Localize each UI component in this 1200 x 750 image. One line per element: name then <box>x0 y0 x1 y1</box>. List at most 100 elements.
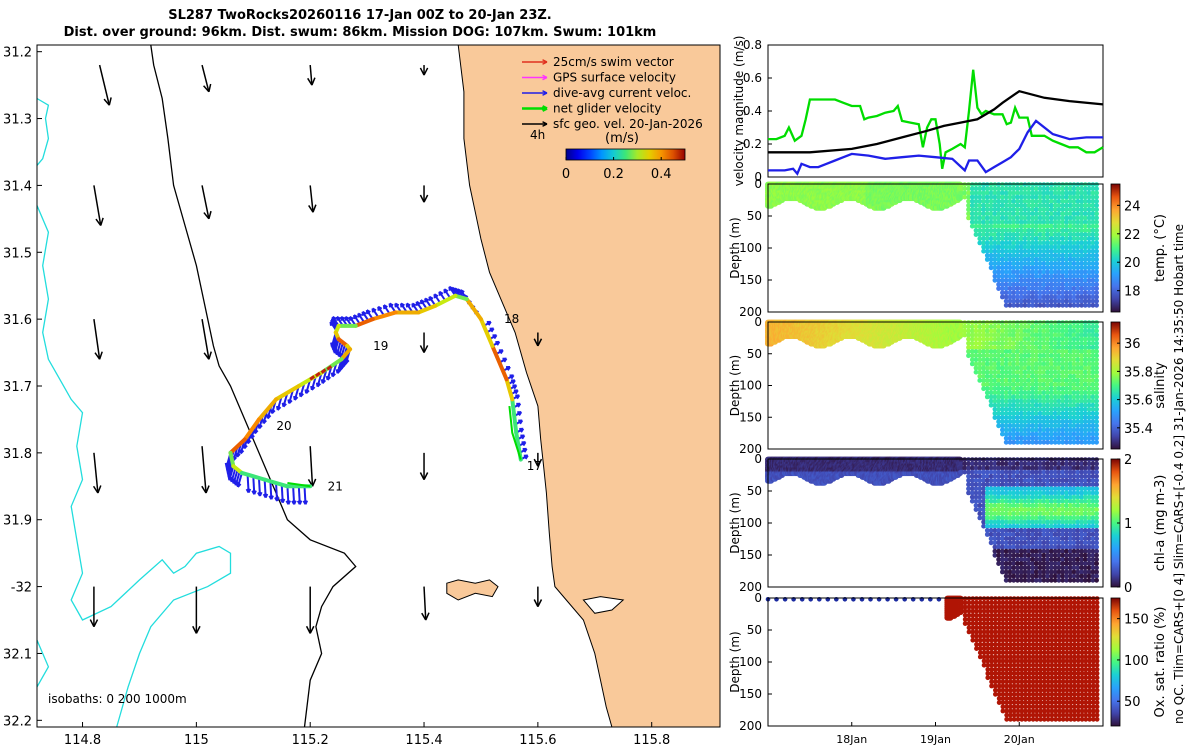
map-y-tick-label: 31.4 <box>3 179 32 194</box>
track-segment <box>370 310 398 322</box>
sfc-vel-arrow-head <box>94 351 103 360</box>
dive-avg-arrow-head <box>515 394 521 400</box>
isobath-200m <box>150 44 357 728</box>
section-colorbar-tick-label: 20 <box>1124 256 1141 271</box>
dive-avg-arrow-head <box>325 375 332 381</box>
dive-avg-arrow-head <box>495 340 501 346</box>
track-segment <box>478 317 495 348</box>
sfc-vel-arrow-head <box>419 194 429 203</box>
sfc-vel-arrow <box>423 586 427 621</box>
track-segment <box>256 397 279 422</box>
sfc-vel-arrow-head <box>103 97 112 106</box>
sfc-vel-arrow-head <box>203 83 212 93</box>
track-segment <box>228 450 236 469</box>
track-segment <box>353 317 375 328</box>
legend-label: 25cm/s swim vector <box>553 55 674 69</box>
swim-vector <box>320 368 327 374</box>
dive-avg-arrow <box>286 486 290 505</box>
day-label: 20 <box>276 419 291 433</box>
dive-avg-arrow-head <box>510 379 516 385</box>
isobath-label: isobaths: 0 200 1000m <box>48 692 187 706</box>
section-point <box>1094 228 1099 233</box>
section-point <box>1094 282 1099 287</box>
isobath-1000m <box>36 205 232 728</box>
day-label: 21 <box>328 479 343 493</box>
section-point <box>1094 302 1099 308</box>
section-point <box>1094 203 1099 208</box>
dive-avg-arrow-head <box>411 302 417 308</box>
velocity-y-label: velocity magnitude (m/s) <box>732 36 746 187</box>
dive-avg-arrow-head <box>291 500 297 505</box>
dive-avg-arrow-head <box>293 395 299 401</box>
sfc-vel-arrow-head <box>307 77 316 86</box>
isobath-1000m <box>36 97 50 166</box>
section-point <box>1094 273 1099 279</box>
dive-avg-arrow-head <box>330 372 336 378</box>
dive-avg-arrow-head <box>365 309 371 315</box>
section-y-tick-label: 50 <box>747 209 762 223</box>
section-point <box>1094 190 1099 196</box>
dive-avg-arrow-head <box>304 389 310 394</box>
dive-avg-arrow-head <box>486 320 492 326</box>
dive-avg-arrow-head <box>520 434 526 440</box>
dive-avg-arrow <box>335 340 342 356</box>
map-colorbar-tick-label: 0.4 <box>651 167 672 182</box>
map-x-tick-label: 114.8 <box>64 733 101 748</box>
swim-vector <box>309 375 316 381</box>
section-point <box>1094 248 1099 254</box>
map-x-tick-label: 115.4 <box>405 733 442 748</box>
dive-avg-arrow-head <box>279 498 286 504</box>
velocity-y-tick-label: 0.4 <box>743 104 762 118</box>
dive-avg-arrow-head <box>521 441 527 447</box>
section-point <box>1094 269 1099 275</box>
sfc-vel-arrow-head <box>533 458 543 467</box>
sfc-vel-arrow-head <box>92 485 102 494</box>
dive-avg-arrow-head <box>382 304 388 310</box>
estuary <box>582 596 625 614</box>
section-point <box>1094 240 1099 246</box>
sfc-vel-arrow-head <box>203 210 212 220</box>
dive-avg-arrow-head <box>513 389 519 395</box>
track-segment <box>416 303 438 315</box>
dive-avg-arrow-head <box>394 302 400 308</box>
dive-avg-arrow-head <box>285 500 291 505</box>
dive-avg-arrow-head <box>361 310 367 316</box>
section-point <box>1094 207 1099 213</box>
track-segment <box>274 384 301 402</box>
dive-avg-arrow <box>246 474 250 493</box>
sfc-vel-arrow <box>93 452 99 494</box>
chart-title-line2: Dist. over ground: 96km. Dist. swum: 86k… <box>63 25 657 40</box>
section-point <box>1094 194 1099 200</box>
dive-avg-arrow-head <box>399 302 405 308</box>
sfc-vel-arrow <box>201 185 210 219</box>
velocity-y-tick-label: 0.8 <box>743 38 762 52</box>
sfc-vel-arrow-head <box>421 612 430 621</box>
dive-avg-arrow <box>232 469 239 484</box>
dive-avg-arrow <box>303 486 307 505</box>
map-colorbar-tick-label: 0.2 <box>603 167 624 182</box>
map-y-tick-label: 31.7 <box>3 380 32 395</box>
dive-avg-arrow-head <box>512 384 518 390</box>
dive-avg-arrow-head <box>251 490 257 495</box>
dive-avg-arrow-head <box>275 405 282 411</box>
dive-avg-arrow <box>257 477 261 496</box>
dive-avg-arrow-head <box>505 365 511 371</box>
sfc-vel-arrow <box>93 185 102 226</box>
section-point <box>1094 236 1099 242</box>
sfc-vel-arrow <box>201 64 210 92</box>
dive-avg-arrow-head <box>405 302 411 308</box>
sfc-vel-arrow <box>309 446 314 487</box>
dive-avg-arrow-head <box>523 454 529 460</box>
dive-avg-arrow-head <box>353 314 358 320</box>
sfc-vel-arrow <box>98 64 111 106</box>
net-velocity-path <box>287 481 311 488</box>
dive-avg-arrow-head <box>516 402 522 408</box>
dive-avg-arrow-head <box>257 491 263 497</box>
dive-avg-arrow-head <box>388 302 394 308</box>
velocity-frame <box>767 44 1104 178</box>
section-point <box>1094 261 1099 267</box>
dive-avg-arrow-head <box>310 385 316 391</box>
